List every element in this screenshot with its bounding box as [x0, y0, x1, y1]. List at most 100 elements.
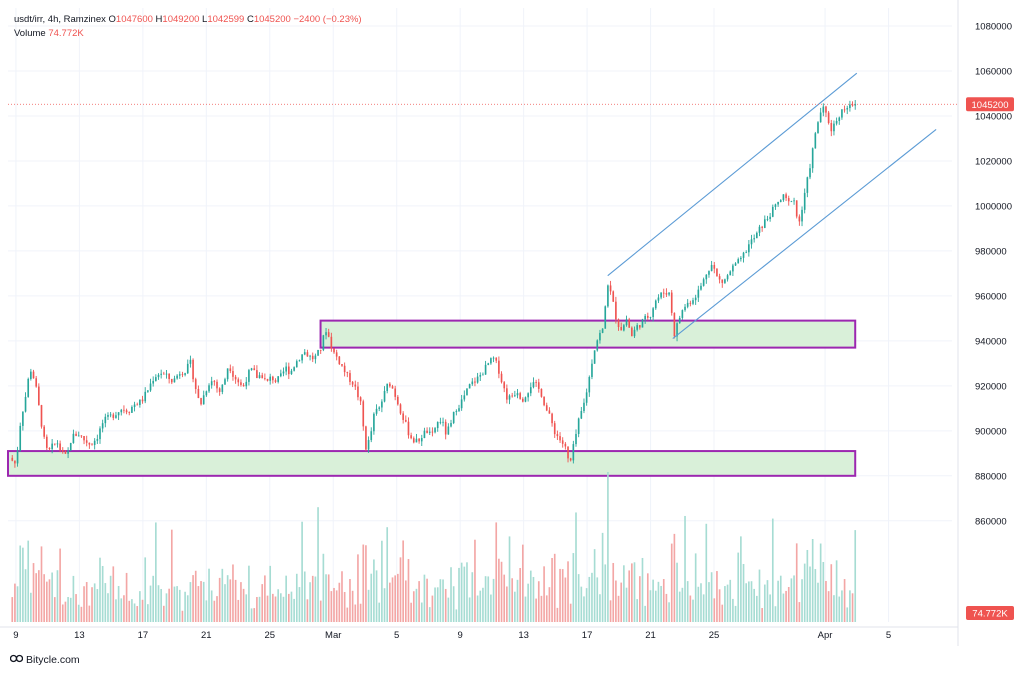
- candle-body: [149, 383, 152, 391]
- volume-bar: [506, 586, 508, 622]
- volume-bar: [585, 588, 588, 622]
- candle-body: [189, 359, 192, 364]
- volume-bar: [69, 597, 72, 622]
- candle-body: [109, 414, 112, 416]
- volume-bar: [596, 577, 599, 622]
- volume-bar: [402, 540, 404, 622]
- candle-body: [181, 374, 184, 376]
- candle-body: [851, 104, 854, 106]
- volume-bar: [354, 604, 357, 622]
- volume-bar: [599, 594, 601, 622]
- candle-body: [285, 366, 287, 372]
- candle-body: [123, 409, 125, 411]
- volume-bar: [662, 579, 665, 622]
- candle-body: [77, 435, 80, 437]
- candle-body: [131, 406, 133, 413]
- volume-bar: [282, 596, 285, 622]
- volume-bar: [487, 576, 490, 622]
- volume-bar: [543, 566, 545, 622]
- volume-bar: [88, 605, 91, 622]
- volume-bar: [306, 599, 309, 622]
- volume-bar: [412, 591, 415, 622]
- candle-body: [585, 392, 588, 403]
- volume-bar: [407, 559, 410, 622]
- candle-body: [287, 366, 290, 375]
- candle-body: [668, 292, 670, 295]
- volume-bar: [580, 586, 583, 622]
- price-tick-label: 1000000: [975, 201, 1012, 212]
- volume-bar: [107, 593, 109, 622]
- candle-body: [487, 363, 490, 365]
- candle-body: [264, 378, 266, 380]
- candle-body: [136, 404, 139, 406]
- candle-body: [317, 349, 319, 356]
- volume-bar: [115, 599, 117, 622]
- candle-body: [673, 312, 676, 337]
- volume-bar: [450, 567, 452, 622]
- time-tick-label: Apr: [818, 630, 833, 641]
- candle-body: [423, 430, 426, 439]
- candle-body: [591, 363, 593, 378]
- volume-bar: [333, 587, 335, 622]
- candle-body: [540, 388, 543, 397]
- candle-body: [758, 226, 761, 233]
- volume-bar: [545, 595, 548, 622]
- time-tick-label: 13: [518, 630, 529, 641]
- support-zones: [7, 319, 857, 477]
- volume-bar: [567, 561, 569, 622]
- volume-bar: [615, 580, 617, 622]
- volume-bar: [519, 568, 521, 622]
- volume-bar: [178, 589, 181, 622]
- candle-body: [226, 368, 229, 380]
- volume-bar: [253, 608, 256, 622]
- candle-body: [790, 201, 793, 203]
- volume-bar: [851, 593, 854, 622]
- candle-body: [224, 379, 226, 385]
- candle-body: [333, 348, 335, 353]
- candle-body: [168, 373, 170, 380]
- volume-bar: [210, 590, 213, 622]
- candle-body: [173, 378, 176, 383]
- candle-body: [575, 433, 577, 445]
- volume-bar: [234, 579, 237, 622]
- candle-body: [208, 385, 210, 392]
- volume-bar: [19, 545, 22, 622]
- volume-bar: [155, 522, 157, 622]
- volume-bar: [439, 579, 442, 622]
- candle-body: [327, 332, 330, 337]
- candle-body: [232, 371, 234, 377]
- candle-body: [692, 300, 694, 304]
- volume-bar: [341, 571, 343, 622]
- volume-bar: [258, 596, 261, 622]
- symbol-label: usdt/irr, 4h, Ramzinex: [14, 14, 106, 25]
- candle-body: [697, 289, 700, 298]
- volume-bar: [514, 591, 516, 622]
- candle-body: [383, 390, 386, 402]
- volume-bar: [144, 557, 147, 622]
- volume-bar: [803, 563, 806, 622]
- volume-bar: [72, 575, 75, 622]
- volume-bar: [814, 569, 817, 622]
- candle-body: [843, 109, 846, 111]
- candle-body: [678, 317, 681, 324]
- candle-body: [500, 373, 503, 383]
- volume-bar: [678, 591, 681, 622]
- volume-bar: [362, 544, 365, 622]
- volume-bar: [22, 547, 24, 622]
- candle-body: [117, 412, 120, 416]
- candle-body: [40, 405, 43, 427]
- volume-bar: [14, 583, 16, 622]
- volume-bar: [734, 605, 737, 622]
- volume-bar: [479, 590, 482, 622]
- candle-body: [638, 325, 641, 328]
- candle-body: [476, 376, 479, 383]
- candle-body: [45, 436, 48, 448]
- volume-bar: [319, 600, 322, 622]
- candle-body: [588, 377, 591, 393]
- watermark: Bitycle.com: [9, 654, 80, 666]
- volume-bar: [508, 536, 511, 622]
- volume-bar: [48, 579, 51, 622]
- volume-bar: [742, 563, 745, 622]
- volume-bar: [833, 595, 835, 622]
